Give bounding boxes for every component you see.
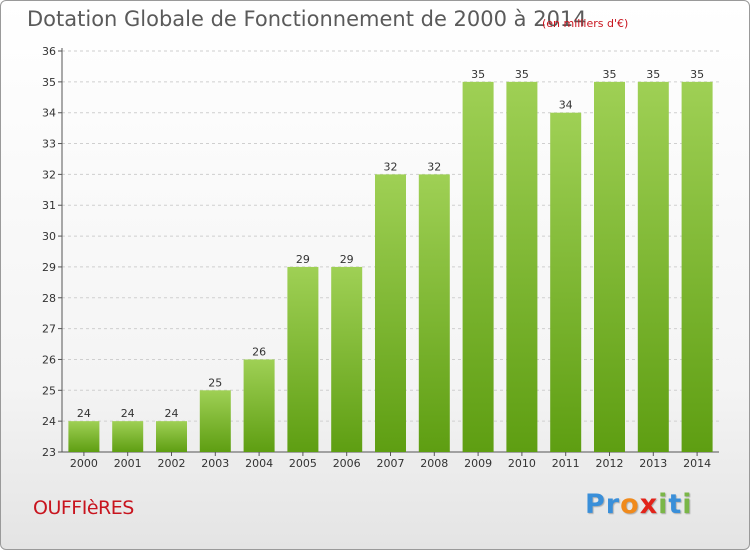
x-tick-label-2000: 2000 xyxy=(70,457,98,470)
unit-note: (en milliers d'€) xyxy=(542,17,629,30)
x-tick-label-2002: 2002 xyxy=(158,457,186,470)
bar-2008 xyxy=(418,174,450,452)
data-label-2002: 24 xyxy=(165,407,179,420)
y-tick-label: 28 xyxy=(42,292,56,305)
data-label-2004: 26 xyxy=(252,345,266,358)
bar-2001 xyxy=(112,421,144,452)
logo-letter: i xyxy=(658,489,669,520)
bar-2006 xyxy=(331,266,363,452)
data-label-2009: 35 xyxy=(471,68,485,81)
bar-2009 xyxy=(462,81,494,452)
logo-letter: P xyxy=(585,489,606,520)
x-tick-label-2008: 2008 xyxy=(420,457,448,470)
data-label-2003: 25 xyxy=(208,376,222,389)
x-tick-label-2012: 2012 xyxy=(596,457,624,470)
chart-title: Dotation Globale de Fonctionnement de 20… xyxy=(27,7,587,31)
data-label-2012: 35 xyxy=(603,68,617,81)
x-tick-label-2006: 2006 xyxy=(333,457,361,470)
y-tick-label: 30 xyxy=(42,230,56,243)
x-tick-label-2005: 2005 xyxy=(289,457,317,470)
label-layer: 24 24 24 25 26 29 29 32 32 35 35 34 35 35 35 xyxy=(77,68,704,420)
data-label-2006: 29 xyxy=(340,253,354,266)
logo-letter: r xyxy=(605,489,621,520)
logo-letter: t xyxy=(668,489,683,520)
bar-2012 xyxy=(594,81,625,452)
x-tick-label-2013: 2013 xyxy=(639,457,667,470)
y-tick-label: 23 xyxy=(42,446,56,459)
proxiti-logo[interactable]: Proxiti xyxy=(585,489,693,520)
y-tick-label: 36 xyxy=(42,45,56,58)
x-tick-label-2010: 2010 xyxy=(508,457,536,470)
x-tick-label-2009: 2009 xyxy=(464,457,492,470)
x-tick-label-2011: 2011 xyxy=(552,457,580,470)
x-tick-label-2001: 2001 xyxy=(114,457,142,470)
x-tick-label-2014: 2014 xyxy=(683,457,711,470)
bar-2000 xyxy=(68,421,100,452)
y-tick-label: 29 xyxy=(42,261,56,274)
y-tick-label: 35 xyxy=(42,76,56,89)
y-tick-label: 31 xyxy=(42,199,56,212)
bar-2005 xyxy=(287,266,319,452)
bar-2003 xyxy=(199,390,231,452)
logo-letter: x xyxy=(639,489,659,520)
bar-2013 xyxy=(637,81,669,452)
bar-2010 xyxy=(506,81,538,452)
y-tick-label: 25 xyxy=(42,384,56,397)
bar-layer xyxy=(68,81,713,452)
logo-letter: i xyxy=(682,489,693,520)
bar-2011 xyxy=(550,112,582,452)
bar-2002 xyxy=(156,421,187,452)
data-label-2005: 29 xyxy=(296,253,310,266)
logo-letter: o xyxy=(620,489,640,520)
bar-2007 xyxy=(375,174,406,452)
data-label-2007: 32 xyxy=(384,160,398,173)
data-label-2013: 35 xyxy=(646,68,660,81)
data-label-2000: 24 xyxy=(77,407,91,420)
x-tick-label-2003: 2003 xyxy=(201,457,229,470)
bar-2014 xyxy=(681,81,713,452)
y-tick-label: 34 xyxy=(42,107,56,120)
data-label-2011: 34 xyxy=(559,99,573,112)
y-tick-label: 27 xyxy=(42,323,56,336)
y-tick-label: 24 xyxy=(42,415,56,428)
data-label-2001: 24 xyxy=(121,407,135,420)
data-label-2014: 35 xyxy=(690,68,704,81)
commune-name: OUFFIèRES xyxy=(33,497,134,519)
data-label-2010: 35 xyxy=(515,68,529,81)
bar-2004 xyxy=(243,359,275,452)
x-tick-label-2004: 2004 xyxy=(245,457,273,470)
x-tick-label-2007: 2007 xyxy=(377,457,405,470)
y-tick-label: 32 xyxy=(42,168,56,181)
y-tick-label: 33 xyxy=(42,138,56,151)
y-tick-label: 26 xyxy=(42,353,56,366)
data-label-2008: 32 xyxy=(427,160,441,173)
